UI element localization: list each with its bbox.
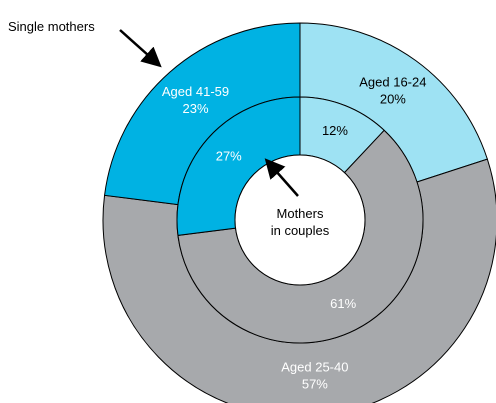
category-label: Aged 25-40 [281, 360, 348, 375]
category-label: Aged 16-24 [359, 75, 426, 90]
series-label: Mothers in couples [270, 206, 330, 238]
category-label: Aged 41-59 [162, 84, 229, 99]
arrow [119, 29, 162, 68]
rings [102, 22, 496, 403]
value-label: 27% [216, 149, 242, 164]
series-label: Single mothers [8, 19, 95, 34]
arrow [264, 158, 299, 197]
value-label: 12% [322, 123, 348, 138]
donut-hole [234, 154, 366, 286]
value-label: 20% [380, 92, 406, 107]
value-label: 23% [182, 101, 208, 116]
value-label: 57% [302, 377, 328, 392]
value-label: 61% [330, 296, 356, 311]
